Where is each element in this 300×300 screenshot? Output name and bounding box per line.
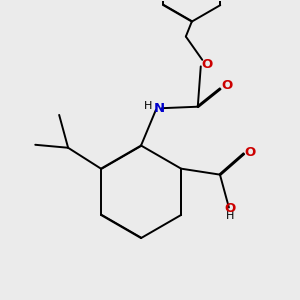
Text: O: O (202, 58, 213, 70)
Text: O: O (221, 79, 232, 92)
Text: H: H (143, 101, 152, 111)
Text: H: H (226, 211, 235, 221)
Text: O: O (225, 202, 236, 215)
Text: O: O (245, 146, 256, 159)
Text: N: N (154, 102, 165, 115)
